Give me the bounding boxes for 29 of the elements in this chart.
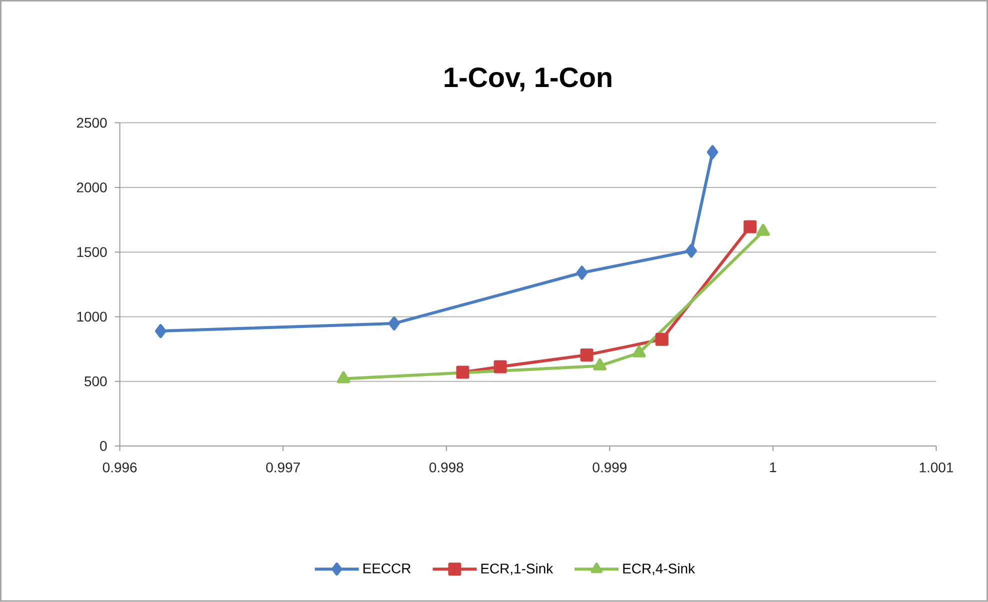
x-tick-label: 1 <box>770 462 776 472</box>
x-tick-label: 0.997 <box>266 462 300 472</box>
point <box>388 316 400 331</box>
y-tick-label: 500 <box>84 376 107 386</box>
x-tick-label: 1.001 <box>920 462 953 472</box>
chart-title: 1-Cov, 1-Con <box>444 68 612 92</box>
point <box>744 220 757 234</box>
y-tick-label: 2500 <box>76 118 107 128</box>
x-tick-label: 0.996 <box>102 462 137 472</box>
y-tick-label: 2000 <box>76 182 107 192</box>
point <box>593 358 607 370</box>
y-tick-label: 0 <box>100 441 107 452</box>
point <box>632 345 646 358</box>
point <box>494 360 507 374</box>
point <box>706 145 718 160</box>
legend-label: EECCR <box>363 564 411 574</box>
point <box>336 371 350 384</box>
x-tick-label: 0.999 <box>592 462 626 472</box>
y-tick-label: 1000 <box>77 312 107 322</box>
legend-label: ECR,4-Sink <box>623 563 696 576</box>
point <box>155 324 166 338</box>
point <box>655 332 668 346</box>
point <box>580 348 594 362</box>
y-tick-label: 1500 <box>77 247 107 258</box>
point <box>686 244 697 258</box>
legend-label: ECR,1-Sink <box>481 563 554 576</box>
point <box>576 266 588 280</box>
x-tick-label: 0.998 <box>429 462 464 472</box>
point <box>456 366 470 379</box>
